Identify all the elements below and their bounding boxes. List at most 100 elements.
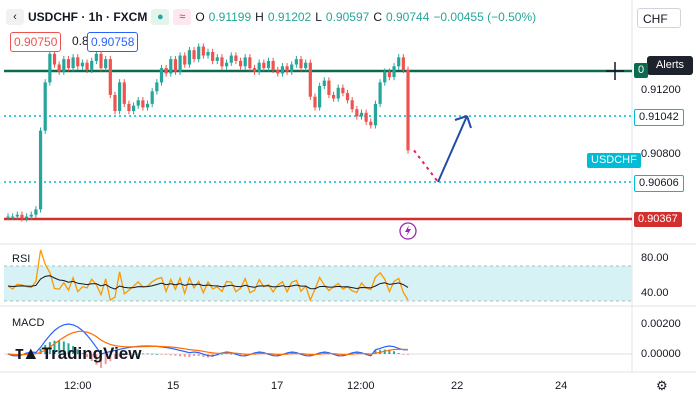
- alerts-button[interactable]: Alerts: [647, 56, 693, 75]
- high-label: H: [255, 10, 264, 24]
- candle-body: [299, 59, 303, 69]
- macd-histogram-bar: [72, 346, 75, 354]
- candle-body: [331, 94, 336, 99]
- candle-body: [308, 62, 312, 97]
- rsi-band: [4, 266, 632, 301]
- high-value: 0.91202: [267, 10, 312, 24]
- symbol-price-tag: USDCHF: [587, 153, 641, 168]
- buy-price-box[interactable]: 0.90758: [87, 32, 139, 52]
- close-label: C: [373, 10, 382, 24]
- dotted-lower-price-tag: 0.90606: [634, 175, 684, 192]
- candle-body: [80, 62, 85, 67]
- macd-histogram-bar: [337, 354, 340, 356]
- macd-histogram-bar: [155, 353, 158, 355]
- candle-body: [159, 68, 164, 83]
- candle-body: [243, 57, 247, 67]
- candle-body: [20, 214, 24, 219]
- time-tick: 12:00: [347, 380, 375, 392]
- macd-histogram-bar: [95, 354, 98, 365]
- symbol-legend: ‹ USDCHF · 1h · FXCM ● ≈ O 0.91199 H 0.912…: [6, 9, 536, 25]
- candle-body: [169, 59, 173, 74]
- candle-body: [85, 62, 89, 70]
- flash-icon: [405, 225, 411, 237]
- macd-histogram-bar: [169, 354, 172, 356]
- macd-histogram-bar: [81, 353, 84, 355]
- candle-body: [383, 71, 387, 83]
- price-tick: 0.91200: [641, 84, 681, 96]
- candle-body: [392, 66, 396, 78]
- change-value: −0.00455 (−0.50%): [433, 10, 537, 24]
- candle-body: [280, 66, 285, 74]
- candle-body: [108, 59, 112, 95]
- candle-body: [350, 100, 354, 110]
- candle-body: [150, 91, 154, 104]
- candle-body: [359, 112, 364, 117]
- rsi-label: RSI: [12, 253, 31, 265]
- macd-histogram-bar: [30, 352, 33, 354]
- macd-histogram-bar: [123, 354, 126, 356]
- open-label: O: [195, 10, 205, 24]
- rsi-ma-line: [7, 275, 409, 290]
- macd-histogram-bar: [402, 354, 405, 355]
- candle-body: [118, 82, 122, 112]
- candle-body: [6, 216, 10, 218]
- time-tick: 22: [451, 380, 464, 392]
- candle-body: [48, 53, 52, 83]
- macd-tick: 0.00000: [641, 348, 681, 360]
- macd-histogram-bar: [127, 354, 130, 355]
- currency-selector[interactable]: CHF: [637, 8, 681, 28]
- symbol-title[interactable]: USDCHF · 1h · FXCM: [28, 10, 148, 24]
- candle-body: [127, 103, 131, 112]
- rsi-tick: 40.00: [641, 287, 669, 299]
- candle-body: [369, 121, 373, 126]
- flash-icon: [399, 222, 417, 240]
- macd-histogram-bar: [397, 353, 400, 354]
- macd-histogram-bar: [197, 354, 200, 357]
- candle-body: [397, 57, 401, 67]
- candle-body: [122, 82, 126, 104]
- candle-body: [99, 53, 103, 69]
- macd-histogram-bar: [183, 354, 186, 357]
- rsi-tick: 80.00: [641, 252, 669, 264]
- settings-icon[interactable]: ⚙: [656, 378, 668, 393]
- support-price-tag: 0.90367: [634, 212, 682, 227]
- macd-histogram-bar: [90, 354, 93, 362]
- candle-body: [252, 68, 257, 72]
- projection-arrowhead: [454, 115, 472, 129]
- macd-histogram-bar: [388, 349, 391, 354]
- candle-body: [206, 51, 210, 56]
- macd-histogram-bar: [179, 354, 182, 357]
- macd-histogram-bar: [202, 354, 205, 357]
- sell-price-box[interactable]: 0.90750: [10, 32, 62, 52]
- macd-histogram-bar: [113, 354, 116, 359]
- macd-histogram-bar: [230, 353, 233, 355]
- candle-body: [113, 94, 117, 112]
- collapse-icon[interactable]: ‹: [6, 9, 24, 25]
- candle-body: [234, 55, 238, 61]
- projection-dotted: [413, 149, 439, 183]
- candle-body: [29, 214, 33, 217]
- candle-body: [341, 87, 345, 94]
- candle-body: [90, 60, 94, 70]
- candle-body: [355, 109, 359, 117]
- candle-body: [345, 93, 350, 101]
- candle-body: [141, 100, 145, 108]
- candle-body: [164, 68, 168, 74]
- macd-histogram-bar: [393, 351, 396, 354]
- candle-body: [364, 112, 368, 122]
- candle-body: [262, 62, 266, 69]
- projection-arrow-line: [437, 115, 468, 183]
- candle-body: [197, 46, 201, 60]
- candle-body: [155, 82, 159, 92]
- candle-body: [11, 216, 15, 218]
- macd-histogram-bar: [165, 354, 168, 355]
- candle-body: [211, 51, 215, 61]
- candle-body: [220, 57, 224, 67]
- candle-body: [57, 64, 61, 72]
- candle-body: [94, 53, 98, 61]
- candle-body: [225, 62, 229, 67]
- macd-histogram-bar: [109, 354, 112, 362]
- candle-body: [173, 59, 178, 72]
- candle-body: [327, 80, 331, 95]
